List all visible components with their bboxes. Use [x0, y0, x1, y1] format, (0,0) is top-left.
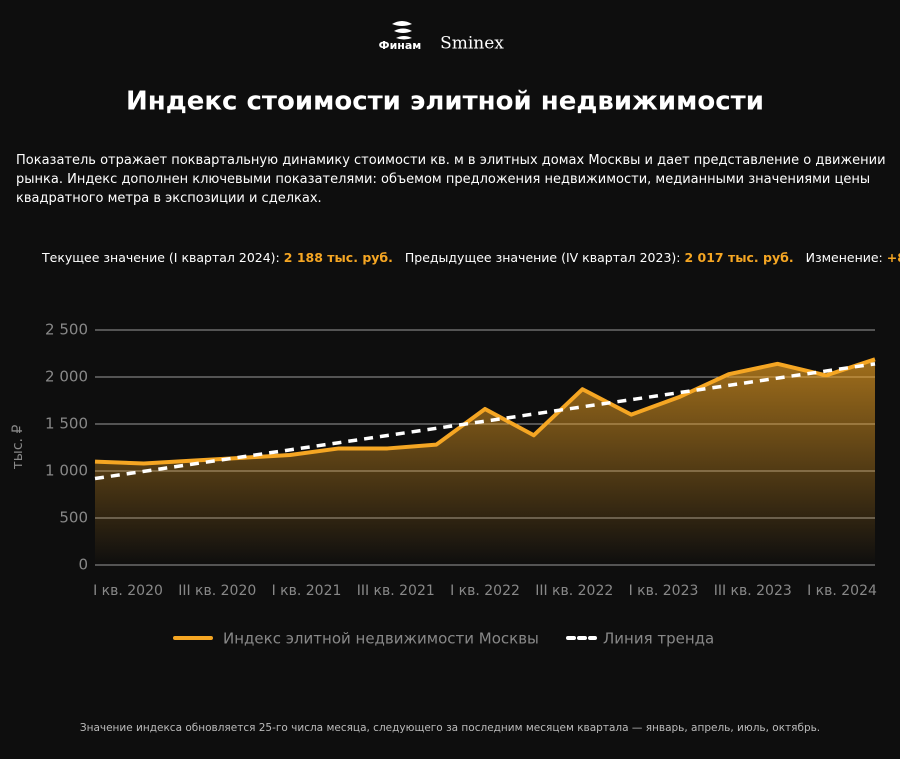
y-tick-label: 1 500 — [45, 415, 88, 433]
description: Показатель отражает поквартальную динами… — [16, 153, 886, 206]
area — [95, 359, 875, 565]
y-tick-label: 2 500 — [45, 321, 88, 339]
legend-label: Линия тренда — [603, 630, 714, 648]
stat-value: 2 188 тыс. руб. — [283, 250, 393, 265]
y-tick-label: 0 — [78, 556, 88, 574]
legend-label: Индекс элитной недвижимости Москвы — [223, 630, 539, 648]
x-tick-label: I кв. 2022 — [450, 583, 520, 599]
y-tick-label: 1 000 — [45, 462, 88, 480]
x-tick-label: III кв. 2021 — [357, 583, 435, 599]
logo-text: Финам — [379, 39, 422, 52]
stat-label: Изменение: — [805, 250, 883, 265]
x-tick-label: I кв. 2021 — [272, 583, 342, 599]
stat-label: Текущее значение (I квартал 2024): — [42, 250, 280, 265]
stats: Текущее значение (I квартал 2024): 2 188… — [42, 250, 900, 265]
series-line — [94, 362, 876, 481]
footer-note: Значение индекса обновляется 25-го числа… — [79, 722, 821, 734]
stat-value: 2 017 тыс. руб. — [684, 250, 794, 265]
y-tick-label: 500 — [59, 509, 88, 527]
x-tick-label: I кв. 2020 — [93, 583, 163, 599]
stat-value: +8,5% — [886, 250, 900, 265]
y-axis-label: тыс. ₽ — [10, 425, 26, 470]
finam-logo — [392, 21, 412, 40]
y-tick-label: 2 000 — [45, 368, 88, 386]
x-tick-label: III кв. 2022 — [535, 583, 613, 599]
logo-text: Sminex — [440, 34, 504, 54]
page-title: Индекс стоимости элитной недвижимости — [126, 87, 764, 117]
x-tick-label: III кв. 2023 — [714, 583, 792, 599]
x-tick-label: I кв. 2024 — [807, 583, 877, 599]
x-tick-label: III кв. 2020 — [178, 583, 256, 599]
x-tick-label: I кв. 2023 — [629, 583, 699, 599]
stat-label: Предыдущее значение (IV квартал 2023): — [404, 250, 681, 265]
